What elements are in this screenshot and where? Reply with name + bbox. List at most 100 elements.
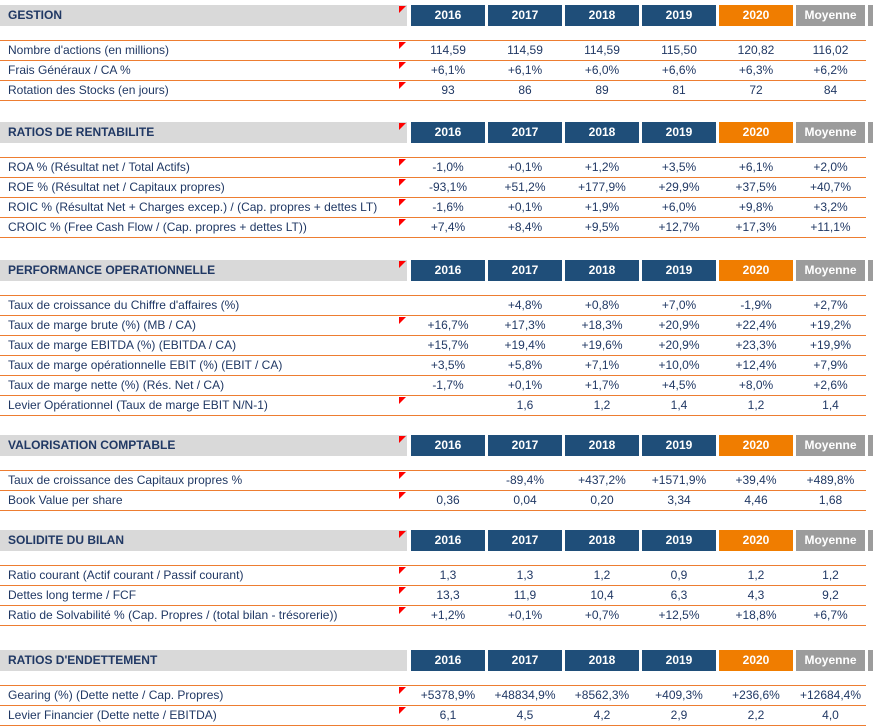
section-title[interactable]: PERFORMANCE OPERATIONNELLE [0, 260, 407, 281]
value-cell[interactable]: 2,2 [747, 708, 765, 722]
value-cell[interactable]: 9,2 [822, 588, 839, 602]
column-header-2018[interactable]: 2018 [565, 530, 639, 551]
value-cell[interactable]: +20,9% [658, 338, 700, 352]
column-header-2020[interactable]: 2020 [719, 5, 793, 26]
column-header-2017[interactable]: 2017 [488, 122, 562, 143]
value-cell[interactable]: 13,3 [436, 588, 460, 602]
value-cell[interactable] [411, 471, 485, 490]
value-cell[interactable]: 114,59 [430, 43, 466, 57]
value-cell[interactable]: 115,50 [661, 43, 697, 57]
value-cell[interactable]: 1,68 [818, 493, 843, 507]
value-cell[interactable]: +6,6% [661, 63, 697, 77]
value-cell[interactable]: 1,2 [747, 568, 765, 582]
value-cell[interactable]: 4,3 [747, 588, 765, 602]
column-header-moyenne[interactable]: Moyenne [796, 260, 865, 281]
value-cell[interactable]: +17,3% [735, 220, 777, 234]
value-cell[interactable]: +8562,3% [574, 688, 630, 702]
value-cell[interactable]: +4,5% [661, 378, 697, 392]
column-header-moyenne[interactable]: Moyenne [796, 530, 865, 551]
value-cell[interactable]: +409,3% [655, 688, 703, 702]
column-header-2016[interactable]: 2016 [411, 260, 485, 281]
value-cell[interactable]: +6,2% [813, 63, 848, 77]
value-cell[interactable]: 1,4 [670, 398, 688, 412]
value-cell[interactable]: +12,5% [658, 608, 700, 622]
value-cell[interactable]: +23,3% [735, 338, 777, 352]
column-header-2019[interactable]: 2019 [642, 435, 716, 456]
value-cell[interactable]: +10,0% [658, 358, 700, 372]
value-cell[interactable]: 1,2 [747, 398, 765, 412]
value-cell[interactable]: 10,4 [590, 588, 614, 602]
row-label-cell[interactable]: Taux de marge opérationnelle EBIT (%) (E… [8, 358, 283, 372]
value-cell[interactable]: +6,1% [507, 63, 543, 77]
section-title[interactable]: VALORISATION COMPTABLE [0, 435, 407, 456]
value-cell[interactable]: 4,46 [744, 493, 768, 507]
row-label-cell[interactable]: Frais Généraux / CA % [0, 61, 407, 80]
column-header-2019[interactable]: 2019 [642, 650, 716, 671]
value-cell[interactable]: +19,9% [809, 338, 852, 352]
value-cell[interactable]: +6,0% [661, 200, 697, 214]
column-header-2019[interactable]: 2019 [642, 260, 716, 281]
column-header-2020[interactable]: 2020 [719, 122, 793, 143]
column-header-moyenne[interactable]: Moyenne [796, 122, 865, 143]
value-cell[interactable] [411, 296, 485, 315]
value-cell[interactable]: +6,7% [813, 608, 848, 622]
value-cell[interactable]: +17,3% [504, 318, 546, 332]
section-title[interactable]: SOLIDITE DU BILAN [0, 530, 407, 551]
value-cell[interactable]: -1,9% [740, 298, 772, 312]
row-label-cell[interactable]: Book Value per share [0, 491, 407, 510]
column-header-moyenne[interactable]: Moyenne [796, 435, 865, 456]
column-header-2016[interactable]: 2016 [411, 122, 485, 143]
value-cell[interactable]: 6,3 [670, 588, 688, 602]
value-cell[interactable]: +1571,9% [651, 473, 707, 487]
value-cell[interactable]: +177,9% [578, 180, 626, 194]
column-header-2020[interactable]: 2020 [719, 260, 793, 281]
value-cell[interactable]: 4,2 [593, 708, 611, 722]
value-cell[interactable]: +2,7% [813, 298, 848, 312]
value-cell[interactable]: 93 [441, 83, 455, 97]
value-cell[interactable]: 89 [595, 83, 609, 97]
value-cell[interactable] [411, 396, 485, 415]
value-cell[interactable]: +0,1% [507, 608, 543, 622]
row-label-cell[interactable]: ROE % (Résultat net / Capitaux propres) [0, 178, 407, 197]
value-cell[interactable]: -93,1% [428, 180, 468, 194]
value-cell[interactable]: +15,7% [427, 338, 469, 352]
value-cell[interactable]: +1,7% [584, 378, 620, 392]
value-cell[interactable]: 11,9 [513, 588, 537, 602]
column-header-2016[interactable]: 2016 [411, 435, 485, 456]
row-label-cell[interactable]: Dettes long terme / FCF [0, 586, 407, 605]
column-header-2016[interactable]: 2016 [411, 530, 485, 551]
row-label-cell[interactable]: Gearing (%) (Dette nette / Cap. Propres) [0, 686, 407, 705]
value-cell[interactable]: +2,0% [813, 160, 848, 174]
value-cell[interactable]: 120,82 [737, 43, 775, 57]
value-cell[interactable]: 116,02 [812, 43, 849, 57]
value-cell[interactable]: +5378,9% [420, 688, 476, 702]
value-cell[interactable]: 1,6 [516, 398, 534, 412]
section-title[interactable]: GESTION [0, 5, 407, 26]
value-cell[interactable]: 114,59 [584, 43, 620, 57]
value-cell[interactable]: +1,9% [584, 200, 620, 214]
value-cell[interactable]: +236,6% [732, 688, 780, 702]
column-header-moyenne[interactable]: Moyenne [796, 5, 865, 26]
value-cell[interactable]: +51,2% [504, 180, 546, 194]
value-cell[interactable]: +18,8% [735, 608, 777, 622]
value-cell[interactable]: 4,5 [516, 708, 534, 722]
value-cell[interactable]: 3,34 [667, 493, 691, 507]
value-cell[interactable]: +40,7% [809, 180, 852, 194]
column-header-2018[interactable]: 2018 [565, 122, 639, 143]
row-label-cell[interactable]: Nombre d'actions (en millions) [0, 41, 407, 60]
column-header-2020[interactable]: 2020 [719, 435, 793, 456]
value-cell[interactable]: +0,1% [507, 378, 543, 392]
value-cell[interactable]: +48834,9% [494, 688, 556, 702]
row-label-cell[interactable]: Taux de marge EBITDA (%) (EBITDA / CA) [8, 338, 237, 352]
section-title[interactable]: RATIOS DE RENTABILITE [0, 122, 407, 143]
value-cell[interactable]: 6,1 [439, 708, 457, 722]
value-cell[interactable]: +18,3% [581, 318, 623, 332]
value-cell[interactable]: +39,4% [735, 473, 777, 487]
value-cell[interactable]: +19,2% [809, 318, 852, 332]
column-header-2019[interactable]: 2019 [642, 530, 716, 551]
value-cell[interactable]: +12,7% [658, 220, 700, 234]
value-cell[interactable]: +4,8% [507, 298, 543, 312]
section-title[interactable]: RATIOS D'ENDETTEMENT [0, 650, 407, 671]
value-cell[interactable]: 81 [672, 83, 686, 97]
row-label-cell[interactable]: Taux de croissance du Chiffre d'affaires… [8, 298, 240, 312]
